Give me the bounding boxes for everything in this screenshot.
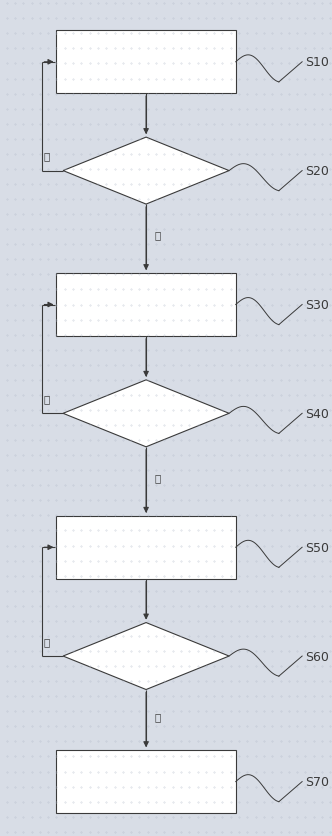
Text: 否: 否 <box>43 394 49 404</box>
Text: 是: 是 <box>154 711 161 721</box>
Text: S10: S10 <box>305 56 329 69</box>
Text: S50: S50 <box>305 541 329 554</box>
Polygon shape <box>63 138 229 205</box>
Text: S40: S40 <box>305 407 329 421</box>
Text: 否: 否 <box>43 151 49 161</box>
Polygon shape <box>63 380 229 447</box>
Text: 否: 否 <box>43 636 49 646</box>
Bar <box>56 517 236 579</box>
Text: 是: 是 <box>154 230 161 240</box>
Text: S30: S30 <box>305 298 329 312</box>
Text: S60: S60 <box>305 650 329 663</box>
Polygon shape <box>63 623 229 690</box>
Text: S20: S20 <box>305 165 329 178</box>
Bar <box>56 751 236 813</box>
Text: S70: S70 <box>305 775 329 788</box>
Bar <box>56 31 236 94</box>
Text: 是: 是 <box>154 472 161 482</box>
Bar <box>56 274 236 336</box>
